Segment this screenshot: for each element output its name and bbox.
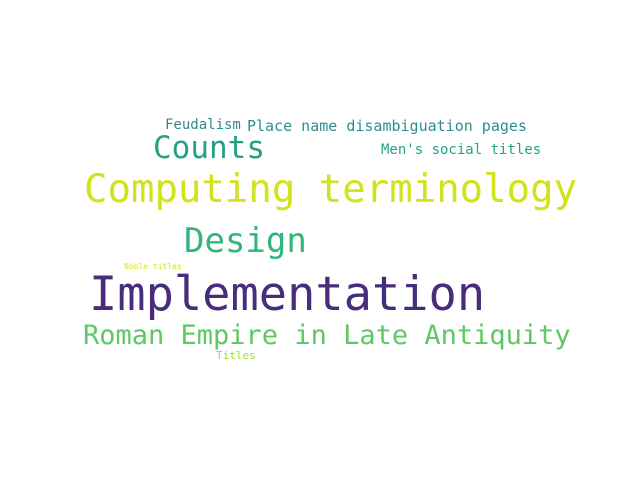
word-roman-empire-in-late-antiquity: Roman Empire in Late Antiquity (83, 320, 571, 351)
word-place-name-disambiguation-pages: Place name disambiguation pages (247, 117, 527, 135)
word-implementation: Implementation (89, 267, 486, 322)
word-feudalism: Feudalism (165, 117, 241, 133)
word-noble-titles: Noble titles (124, 262, 182, 271)
word-titles: Titles (216, 349, 256, 362)
word-counts: Counts (153, 130, 265, 166)
word-design: Design (184, 221, 307, 261)
word-mens-social-titles: Men's social titles (381, 142, 542, 158)
word-computing-terminology: Computing terminology (84, 167, 578, 212)
